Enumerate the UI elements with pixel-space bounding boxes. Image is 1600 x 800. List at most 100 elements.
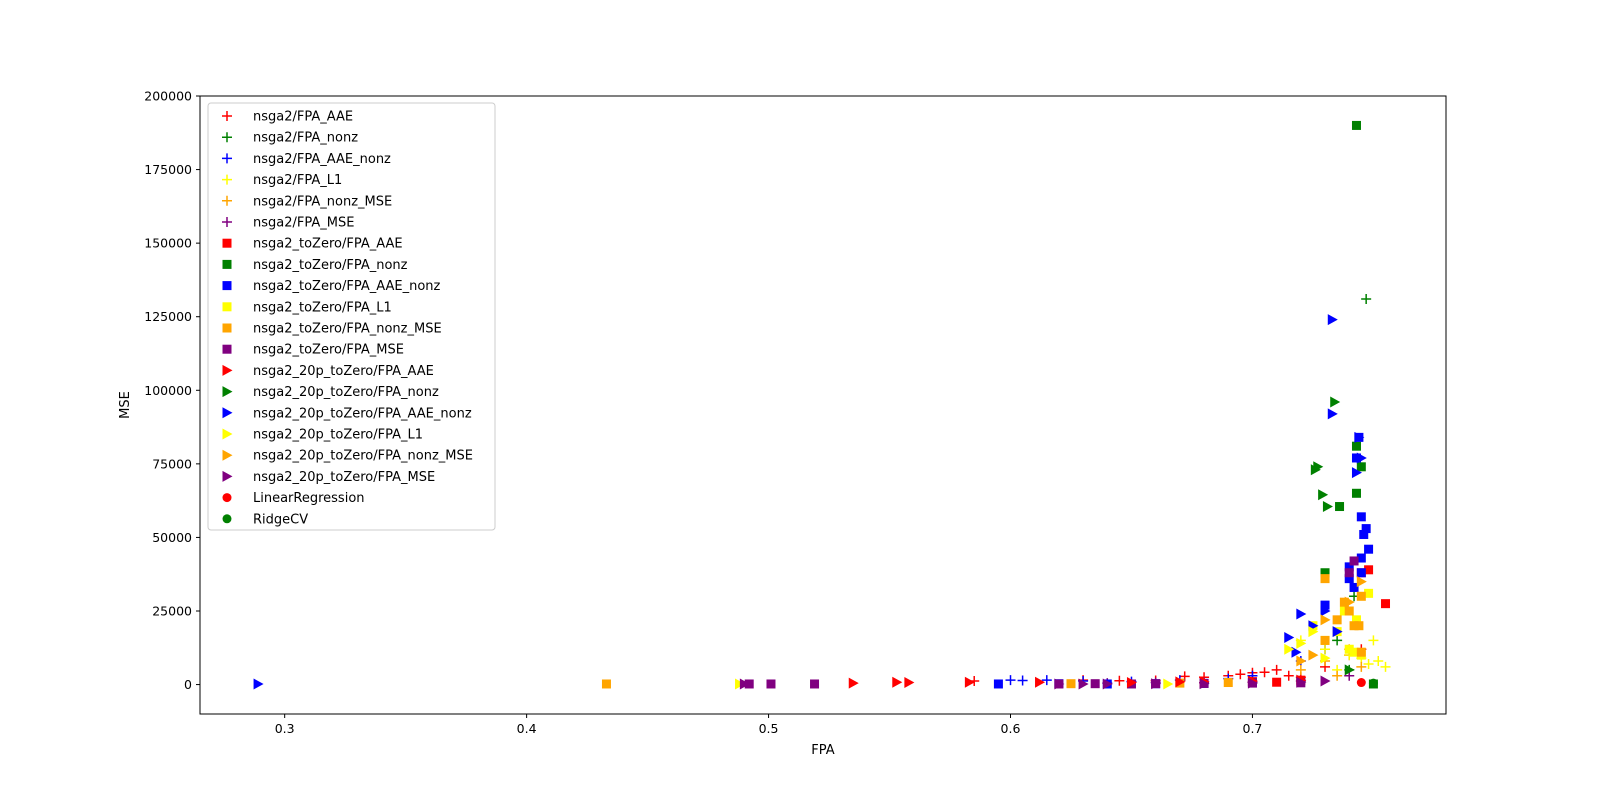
data-point-4-0 [1295,664,1306,675]
data-point-6-1 [1364,565,1374,575]
data-point-16-4 [1356,576,1367,588]
data-point-10-3 [1223,678,1233,688]
legend-marker [222,281,232,291]
data-point-17-4 [1151,678,1162,690]
data-point-10-5 [1332,615,1342,625]
data-point-17-2 [1078,678,1089,690]
y-tick-label: 0 [184,677,192,692]
data-point-15-1 [1163,678,1174,690]
data-point-10-4 [1320,574,1330,584]
data-point-12-4 [1035,676,1046,688]
x-tick-label: 0.3 [275,721,295,736]
data-point-18-0 [1356,678,1366,688]
legend-entry-label: nsga2_toZero/FPA_nonz_MSE [253,322,442,337]
data-point-8-8 [1356,512,1366,522]
data-point-0-2 [1114,675,1125,686]
legend-marker [222,238,232,248]
legend: nsga2/FPA_AAE nsga2/FPA_nonz nsga2/FPA_AAE… [207,102,496,531]
data-point-1-2 [1332,635,1343,646]
legend-entry-label: nsga2_toZero/FPA_nonz [253,258,408,273]
data-point-7-5 [1320,568,1330,578]
data-point-10-0 [601,679,611,689]
data-point-2-0 [1005,675,1016,686]
data-point-15-5 [1320,652,1331,664]
data-point-10-7 [1344,606,1354,616]
x-tick-label: 0.6 [1001,721,1021,736]
data-point-16-0 [1296,655,1307,667]
data-point-16-1 [1308,649,1319,661]
data-point-10-11 [1320,635,1330,645]
legend-marker [222,514,232,524]
data-point-14-11 [1291,646,1302,658]
y-tick-label: 175000 [144,162,192,177]
data-point-8-13 [1351,453,1361,463]
data-point-7-1 [1356,462,1366,472]
data-point-12-3 [964,676,975,688]
data-point-11-11 [1344,568,1354,578]
data-point-14-9 [1320,605,1331,617]
legend-entry-label: nsga2_20p_toZero/FPA_MSE [253,470,435,485]
data-point-15-2 [1284,643,1295,655]
data-point-7-3 [1351,488,1361,498]
data-point-8-9 [1359,529,1369,539]
x-axis-label: FPA [811,743,834,758]
legend-entry-label: RidgeCV [253,512,308,527]
plot-frame [199,95,1447,715]
data-point-19-0 [1368,678,1378,688]
data-point-10-1 [1066,679,1076,689]
legend-entry-label: nsga2_toZero/FPA_MSE [253,343,404,358]
y-axis-ticks: 0 25000 50000 75000 100000 125000 150000 175000… [144,89,200,692]
data-point-13-0 [1330,396,1341,408]
data-point-14-7 [1284,631,1295,643]
legend-entry-label: nsga2_toZero/FPA_AAE_nonz [253,279,441,294]
data-point-6-4 [1272,677,1282,687]
data-point-11-10 [1349,556,1359,566]
data-point-8-11 [1364,544,1374,554]
data-point-17-7 [1296,676,1307,688]
data-point-14-6 [1296,608,1307,620]
data-point-1-0 [1361,294,1372,305]
legend-entry-label: nsga2_20p_toZero/FPA_L1 [253,428,423,443]
data-point-4-4 [1332,670,1343,681]
data-point-8-7 [1344,562,1354,572]
legend-marker [222,217,232,227]
data-point-2-1 [1017,675,1028,686]
data-point-3-7 [1363,658,1374,669]
legend-entry-label: LinearRegression [253,491,365,506]
data-point-13-4 [1322,501,1333,513]
data-point-14-3 [1327,408,1338,420]
data-point-16-3 [1344,596,1355,608]
legend-entry-label: nsga2/FPA_MSE [253,216,354,231]
data-point-0-7 [1235,669,1246,680]
data-point-9-7 [1339,606,1349,616]
x-tick-label: 0.5 [759,721,779,736]
y-tick-label: 150000 [144,236,192,251]
data-point-3-5 [1373,656,1384,667]
legend-box [207,102,496,531]
data-point-14-10 [1332,626,1343,638]
x-tick-label: 0.7 [1243,721,1263,736]
data-point-7-4 [1335,502,1345,512]
data-point-7-0 [1351,120,1361,130]
data-point-14-5 [1356,452,1367,464]
data-point-0-9 [1259,667,1270,678]
data-point-4-3 [1356,661,1367,672]
data-point-15-3 [1296,637,1307,649]
data-point-10-8 [1349,621,1359,631]
legend-entry-label: nsga2_20p_toZero/FPA_AAE [253,364,434,379]
legend-entry-label: nsga2_20p_toZero/FPA_nonz_MSE [253,449,473,464]
data-point-11-1 [766,679,776,689]
data-point-12-0 [848,677,859,689]
data-point-3-4 [1368,635,1379,646]
data-point-10-9 [1354,621,1364,631]
legend-entry-label: nsga2/FPA_nonz_MSE [253,194,392,209]
data-point-3-6 [1380,661,1391,672]
legend-marker [222,449,233,461]
data-point-14-2 [1354,431,1365,443]
data-point-12-2 [904,677,915,689]
data-point-11-2 [810,679,820,689]
data-point-0-11 [1283,670,1294,681]
legend-marker [222,344,232,354]
data-point-13-3 [1318,489,1329,501]
